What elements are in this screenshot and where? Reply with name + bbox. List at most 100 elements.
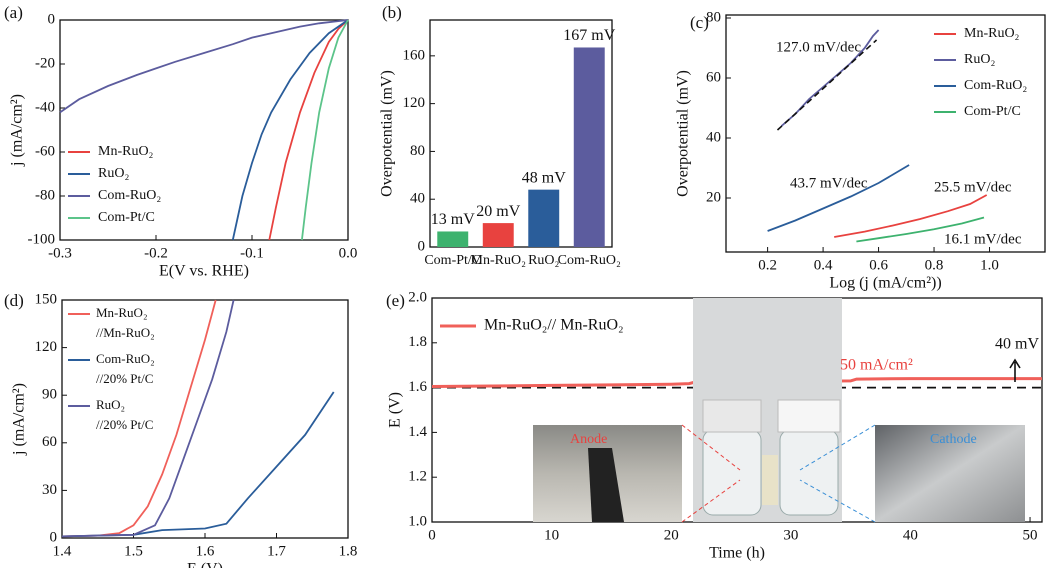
y-tick-label: 90 [42,387,57,403]
y-tick-label: 2.0 [408,289,427,305]
panel-label: (c) [690,13,709,32]
x-tick-label: 1.0 [980,257,999,273]
legend-label: RuO₂ [964,52,995,67]
x-tick-label: Com-RuO₂ [558,253,621,268]
y-tick-label: -100 [28,231,56,247]
cell-right [779,429,839,516]
value-label: 48 mV [522,169,566,186]
y-tick-label: 0 [418,238,426,254]
x-axis-label: Time (h) [709,545,765,562]
y-tick-label: 1.2 [408,469,427,485]
y-tick-label: 40 [410,191,425,207]
x-axis-label: E(V vs. RHE) [159,263,249,280]
panel-label: (a) [4,3,23,22]
x-tick-label: 1.8 [339,543,358,559]
annotation: 25.5 mV/dec [934,179,1012,195]
y-tick-label: 20 [706,189,721,205]
data-line [61,299,235,538]
y-tick-label: -80 [35,187,55,203]
x-tick-label: 0.2 [758,257,777,273]
legend-label: RuO₂ [98,166,129,181]
data-line [61,299,217,538]
annotation: 16.1 mV/dec [944,231,1022,247]
y-tick-label: 120 [35,339,58,355]
legend-label: Mn-RuO₂ [964,26,1020,41]
connector [799,479,876,523]
cell-left [702,429,762,516]
y-tick-label: 40 [706,129,721,145]
data-line [301,19,349,241]
y-axis-label: E (V) [387,392,404,428]
electrode [588,448,624,522]
data-line [767,164,910,232]
x-axis-label: Log (j (mA/cm²)) [829,275,941,292]
x-tick-label: Mn-RuO₂ [471,253,527,268]
annotation: 43.7 mV/dec [790,175,868,191]
value-label: 167 mV [563,27,615,44]
legend-label: //20% Pt/C [96,371,153,386]
plot-frame [725,14,1046,253]
data-line [231,19,349,241]
x-tick-label: 0.6 [869,257,888,273]
clamp [762,455,778,505]
cap-right [777,399,841,433]
y-axis-label: j (mA/cm²) [11,383,28,456]
panel-label: (b) [382,3,402,22]
y-tick-label: 80 [706,9,721,25]
legend-label: //20% Pt/C [96,417,153,432]
x-tick-label: 30 [783,527,798,543]
value-label: 20 mV [476,203,520,220]
legend-label: Mn-RuO₂// Mn-RuO₂ [484,317,624,334]
arrow [1009,358,1021,382]
data-line [61,391,335,538]
y-tick-label: 60 [706,69,721,85]
y-tick-label: 0 [48,11,56,27]
x-tick-label: RuO₂ [528,253,559,268]
y-tick-label: 120 [403,95,426,111]
plot-frame [429,19,613,248]
y-tick-label: 160 [403,47,426,63]
bar [482,223,514,247]
panel-label: (d) [4,291,24,310]
x-tick-label: 0.8 [925,257,944,273]
legend-label: //Mn-RuO₂ [96,325,155,340]
connector [799,424,876,471]
legend-label: Com-Pt/C [964,104,1021,119]
legend-label: Com-RuO₂ [964,78,1027,93]
x-tick-label: -0.2 [144,245,168,261]
photo-cathode [875,425,1025,522]
x-tick-label: 0.4 [814,257,833,273]
data-line [856,216,985,243]
legend-label: Mn-RuO₂ [98,144,154,159]
y-tick-label: 1.0 [408,513,427,529]
legend-label: RuO₂ [96,397,125,412]
x-axis-label: E (V) [187,561,223,568]
x-tick-label: 0.0 [339,245,358,261]
x-tick-label: 0 [428,527,436,543]
cap-left [702,399,762,433]
y-tick-label: 1.8 [408,334,427,350]
legend-label: Com-RuO₂ [98,188,161,203]
x-tick-label: Com-Pt/C [424,253,481,268]
annotation: Cathode [930,432,977,447]
x-tick-label: 1.6 [196,543,215,559]
y-tick-label: -60 [35,143,55,159]
y-axis-label: Overpotential (mV) [675,70,692,197]
bar [573,47,605,248]
data-line [834,194,988,238]
y-tick-label: 150 [35,291,58,307]
y-tick-label: -40 [35,99,55,115]
legend-label: Com-RuO₂ [96,351,155,366]
annotation: 40 mV [995,336,1039,353]
legend-label: Com-Pt/C [98,210,155,225]
x-tick-label: 1.5 [124,543,143,559]
y-axis-label: Overpotential (mV) [379,70,396,197]
value-label: 13 mV [431,211,475,228]
annotation: 127.0 mV/dec [776,39,861,55]
connector [681,424,741,471]
x-tick-label: -0.1 [240,245,264,261]
x-tick-label: 40 [903,527,918,543]
x-tick-label: 1.4 [53,543,72,559]
y-tick-label: 60 [42,434,57,450]
